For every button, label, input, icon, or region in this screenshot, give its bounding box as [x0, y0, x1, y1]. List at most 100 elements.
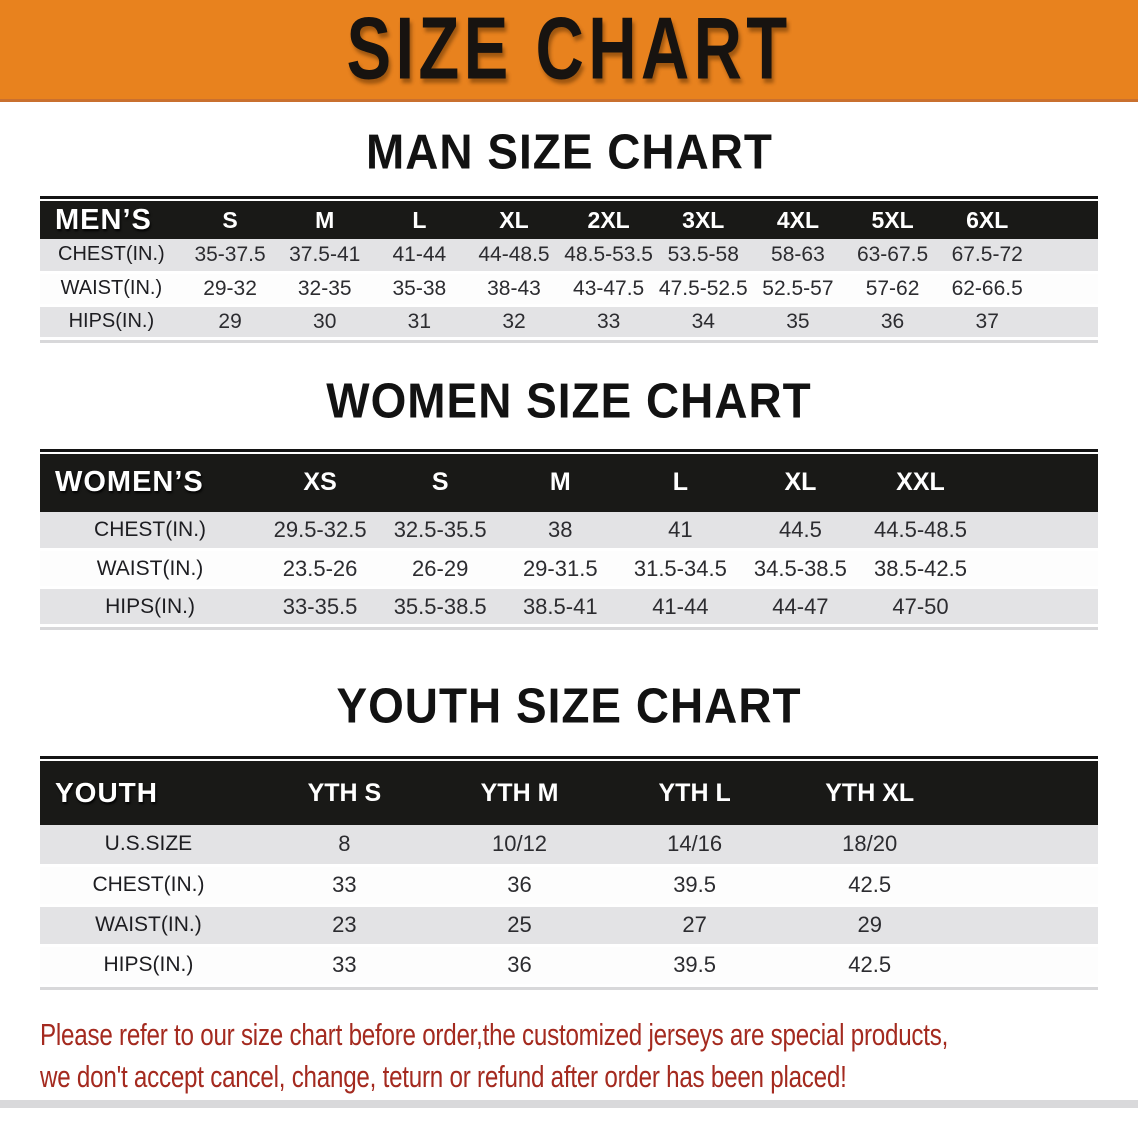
row-label: WAIST(IN.) [40, 272, 183, 307]
table-cell: 23.5-26 [260, 549, 381, 589]
row-label: CHEST(IN.) [40, 865, 257, 907]
table-cell: 38.5-42.5 [860, 549, 981, 589]
table-cell: 53.5-58 [655, 239, 751, 274]
size-column-header: S [182, 201, 278, 239]
size-column-header: S [380, 453, 501, 512]
row-filler [1034, 272, 1098, 307]
size-column-header: 4XL [750, 201, 846, 239]
table-cell: 33 [561, 305, 656, 340]
women-section-title: WOMEN SIZE CHART [0, 371, 1138, 428]
man-section-title-text: MAN SIZE CHART [365, 123, 773, 180]
table-cell: 33 [256, 865, 432, 907]
row-filler [957, 945, 1098, 987]
table-cell: 41-44 [620, 587, 741, 627]
table-row: CHEST(IN.) 35-37.5 37.5-41 41-44 44-48.5 48.5… [40, 239, 1098, 274]
youth-header-row: YOUTH YTH S YTH M YTH L YTH XL [40, 761, 1098, 825]
men-header-row: MEN’S S M L XL 2XL 3XL 4XL 5XL 6XL [40, 201, 1098, 239]
table-cell: 44-47 [740, 587, 861, 627]
man-section-title: MAN SIZE CHART [0, 123, 1138, 180]
size-column-header: YTH XL [782, 761, 958, 825]
row-filler [980, 511, 1098, 551]
table-cell: 35.5-38.5 [380, 587, 501, 627]
size-column-header: YTH M [431, 761, 608, 825]
row-label: WAIST(IN.) [40, 549, 261, 589]
table-cell: 39.5 [607, 865, 783, 907]
size-column-header: M [277, 201, 373, 239]
youth-section-title-text: YOUTH SIZE CHART [336, 677, 802, 734]
youth-header-label: YOUTH [40, 761, 257, 825]
women-size-table: WOMEN’S XS S M L XL XXL CHEST(IN.) 29.5-32.5 32.5… [40, 448, 1098, 630]
row-filler [957, 865, 1098, 907]
women-table: WOMEN’S XS S M L XL XXL CHEST(IN.) 29.5-32.5 32.5… [40, 453, 1098, 627]
women-header-row: WOMEN’S XS S M L XL XXL [40, 453, 1098, 512]
table-cell: 8 [256, 825, 432, 867]
youth-section-title: YOUTH SIZE CHART [0, 677, 1138, 734]
table-cell: 58-63 [750, 239, 846, 274]
size-column-header: L [372, 201, 467, 239]
bottom-edge-strip [0, 1099, 1138, 1108]
header-filler [1034, 201, 1098, 239]
women-header-label: WOMEN’S [40, 453, 261, 512]
table-cell: 47-50 [860, 587, 981, 627]
size-column-header: 6XL [939, 201, 1035, 239]
table-row: HIPS(IN.) 33-35.5 35.5-38.5 38.5-41 41-44 44-… [40, 587, 1098, 627]
table-cell: 32.5-35.5 [380, 511, 501, 551]
table-row: HIPS(IN.) 29 30 31 32 33 34 35 36 37 [40, 305, 1098, 340]
disclaimer: Please refer to our size chart before or… [40, 1014, 1098, 1098]
table-cell: 36 [431, 865, 608, 907]
size-column-header: YTH S [256, 761, 432, 825]
table-row: HIPS(IN.) 33 36 39.5 42.5 [40, 945, 1098, 987]
row-label: CHEST(IN.) [40, 239, 183, 274]
table-row: CHEST(IN.) 29.5-32.5 32.5-35.5 38 41 44.5 44.5… [40, 511, 1098, 551]
disclaimer-line-1: Please refer to our size chart before or… [40, 1016, 949, 1052]
size-column-header: XXL [860, 453, 981, 512]
row-filler [1034, 239, 1098, 274]
table-cell: 25 [431, 905, 608, 947]
row-label: WAIST(IN.) [40, 905, 257, 947]
table-cell: 14/16 [607, 825, 783, 867]
table-cell: 44.5 [740, 511, 861, 551]
table-cell: 23 [256, 905, 432, 947]
table-cell: 29-31.5 [500, 549, 621, 589]
table-row: WAIST(IN.) 29-32 32-35 35-38 38-43 43-47.5 47.… [40, 272, 1098, 307]
table-cell: 52.5-57 [750, 272, 846, 307]
size-column-header: M [500, 453, 621, 512]
table-cell: 62-66.5 [939, 272, 1035, 307]
men-table: MEN’S S M L XL 2XL 3XL 4XL 5XL 6XL CHEST(IN.) 35-37… [40, 201, 1098, 340]
table-cell: 47.5-52.5 [655, 272, 751, 307]
table-cell: 32-35 [277, 272, 373, 307]
table-cell: 33-35.5 [260, 587, 381, 627]
table-cell: 38-43 [466, 272, 562, 307]
table-cell: 29.5-32.5 [260, 511, 381, 551]
size-chart-banner: SIZE CHART [0, 0, 1138, 102]
size-column-header: XL [466, 201, 562, 239]
size-column-header: 3XL [655, 201, 751, 239]
table-cell: 38.5-41 [500, 587, 621, 627]
table-cell: 27 [607, 905, 783, 947]
row-label: HIPS(IN.) [40, 305, 183, 340]
row-filler [980, 587, 1098, 627]
table-row: WAIST(IN.) 23 25 27 29 [40, 905, 1098, 947]
row-filler [980, 549, 1098, 589]
table-cell: 38 [500, 511, 621, 551]
table-cell: 29 [182, 305, 278, 340]
table-cell: 33 [256, 945, 432, 987]
table-cell: 41 [620, 511, 741, 551]
header-filler [957, 761, 1098, 825]
size-column-header: XL [740, 453, 861, 512]
youth-size-table: YOUTH YTH S YTH M YTH L YTH XL U.S.SIZE 8 10/12… [40, 756, 1098, 990]
header-filler [980, 453, 1098, 512]
table-cell: 36 [431, 945, 608, 987]
size-column-header: L [620, 453, 741, 512]
women-section-title-text: WOMEN SIZE CHART [326, 371, 812, 428]
size-column-header: XS [260, 453, 381, 512]
row-label: HIPS(IN.) [40, 587, 261, 627]
row-label: HIPS(IN.) [40, 945, 257, 987]
table-cell: 34.5-38.5 [740, 549, 861, 589]
table-row: CHEST(IN.) 33 36 39.5 42.5 [40, 865, 1098, 907]
table-cell: 32 [466, 305, 562, 340]
table-cell: 10/12 [431, 825, 608, 867]
table-cell: 35 [750, 305, 846, 340]
table-cell: 34 [655, 305, 751, 340]
men-size-table: MEN’S S M L XL 2XL 3XL 4XL 5XL 6XL CHEST(IN.) 35-37… [40, 196, 1098, 343]
